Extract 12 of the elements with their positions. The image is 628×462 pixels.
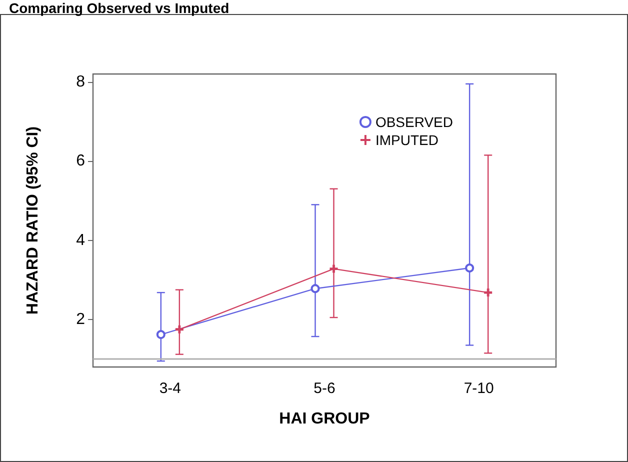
y-tick-label: 2 (76, 310, 86, 328)
x-axis-title: HAI GROUP (279, 410, 370, 428)
x-tick-label: 3-4 (159, 380, 182, 397)
y-axis-title: HAZARD RATIO (95% CI) (24, 126, 42, 315)
x-tick-label: 5-6 (314, 380, 336, 397)
x-tick-label: 7-10 (464, 380, 494, 397)
y-tick-label: 8 (76, 73, 86, 90)
y-tick-label: 4 (76, 232, 86, 249)
legend-label: IMPUTED (375, 132, 438, 148)
y-tick-label: 6 (76, 152, 86, 170)
legend-label: OBSERVED (375, 114, 453, 130)
chart-title: Comparing Observed vs Imputed (9, 0, 230, 16)
